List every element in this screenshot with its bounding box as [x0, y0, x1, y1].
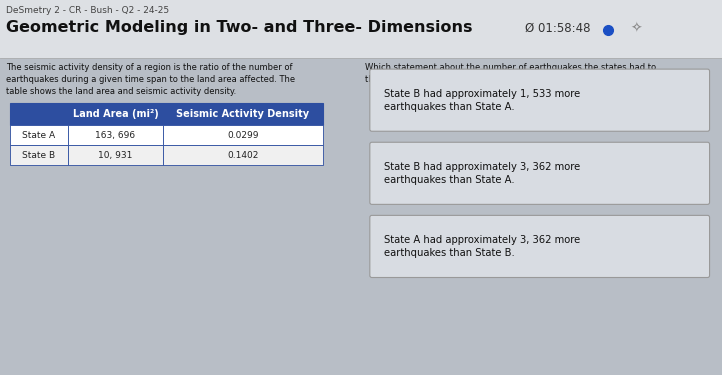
Text: 10, 931: 10, 931	[98, 151, 133, 160]
Text: Geometric Modeling in Two- and Three- Dimensions: Geometric Modeling in Two- and Three- Di…	[6, 20, 472, 35]
Bar	[68, 145, 163, 165]
Text: State B had approximately 1, 533 more: State B had approximately 1, 533 more	[384, 89, 580, 99]
Text: earthquakes during a given time span to the land area affected. The: earthquakes during a given time span to …	[6, 75, 295, 84]
Text: the given time span is true?: the given time span is true?	[365, 75, 483, 84]
Text: earthquakes than State B.: earthquakes than State B.	[384, 249, 515, 258]
Text: DeSmetry 2 - CR - Bush - Q2 - 24-25: DeSmetry 2 - CR - Bush - Q2 - 24-25	[6, 6, 169, 15]
Text: State B: State B	[22, 151, 56, 160]
Text: State A had approximately 3, 362 more: State A had approximately 3, 362 more	[384, 236, 580, 246]
Text: Seismic Activity Density: Seismic Activity Density	[176, 109, 310, 119]
FancyBboxPatch shape	[370, 142, 710, 204]
Text: ✧: ✧	[630, 22, 642, 36]
Bar	[163, 125, 323, 145]
Text: State B had approximately 3, 362 more: State B had approximately 3, 362 more	[384, 162, 580, 172]
Text: 163, 696: 163, 696	[95, 130, 136, 140]
Bar	[10, 145, 68, 165]
FancyBboxPatch shape	[370, 215, 710, 278]
Bar	[10, 125, 68, 145]
Text: Ø 01:58:48: Ø 01:58:48	[525, 22, 591, 35]
Text: earthquakes than State A.: earthquakes than State A.	[384, 102, 515, 112]
Bar	[0, 0, 722, 58]
Text: State A: State A	[22, 130, 56, 140]
Bar	[10, 103, 323, 125]
Bar	[68, 125, 163, 145]
Text: earthquakes than State A.: earthquakes than State A.	[384, 176, 515, 185]
Text: 0.1402: 0.1402	[227, 151, 258, 160]
Text: Which statement about the number of earthquakes the states had to: Which statement about the number of eart…	[365, 63, 656, 72]
Text: Land Area (mi²): Land Area (mi²)	[73, 109, 158, 119]
FancyBboxPatch shape	[370, 69, 710, 131]
Text: table shows the land area and seismic activity density.: table shows the land area and seismic ac…	[6, 87, 236, 96]
Bar	[163, 145, 323, 165]
Text: The seismic activity density of a region is the ratio of the number of: The seismic activity density of a region…	[6, 63, 292, 72]
Text: 0.0299: 0.0299	[227, 130, 258, 140]
